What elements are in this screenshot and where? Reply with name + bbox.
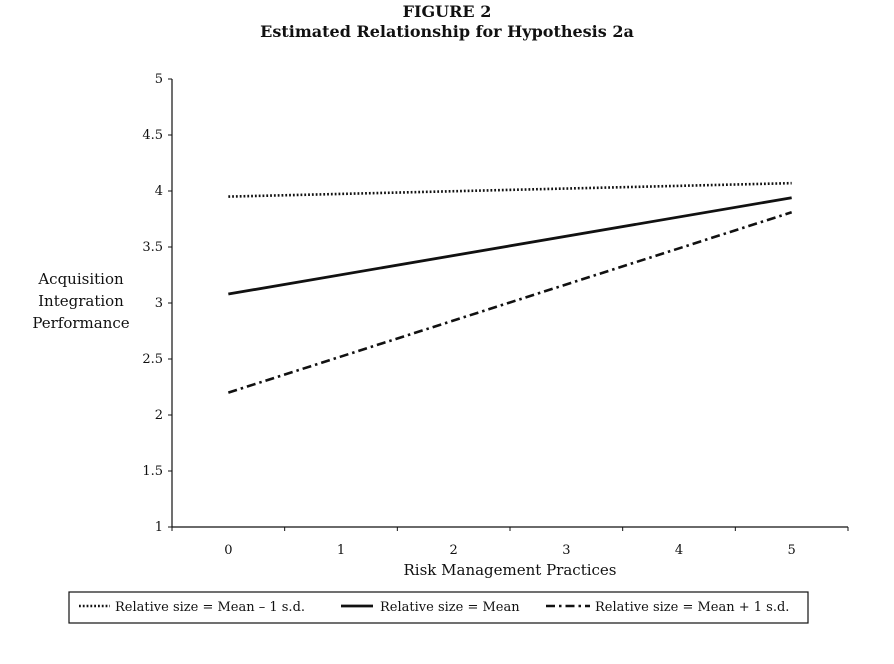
x-tick-label: 1 (337, 543, 345, 558)
y-tick-label: 4 (155, 184, 163, 199)
x-tick-label: 2 (450, 543, 458, 558)
legend: Relative size = Mean – 1 s.d. Relative si… (68, 591, 809, 624)
y-tick-label: 1.5 (142, 464, 163, 479)
y-axis-title-line: Performance (32, 314, 129, 332)
x-tick-label: 0 (224, 543, 232, 558)
x-tick-label: 5 (788, 543, 796, 558)
legend-label-3: Relative size = Mean + 1 s.d. (595, 600, 789, 615)
x-tick-label: 3 (562, 543, 570, 558)
y-axis-title-line: Acquisition (37, 270, 124, 288)
axes: 1 1.5 2 2.5 3 3.5 4 4.5 5 0 1 2 3 4 5 (142, 72, 849, 558)
y-tick-label: 3.5 (142, 240, 163, 255)
legend-label-2: Relative size = Mean (380, 600, 520, 615)
legend-box (68, 591, 809, 624)
series-line-2 (228, 196, 792, 296)
y-axis-title-line: Integration (38, 292, 124, 310)
x-tick-label: 4 (675, 543, 683, 558)
axis-titles: Risk Management Practices Acquisition Inte… (32, 270, 616, 579)
y-tick-label: 1 (155, 520, 163, 535)
y-tick-label: 5 (155, 72, 163, 87)
y-tick-label: 2.5 (142, 352, 163, 367)
series-line-3 (227, 211, 793, 394)
x-axis-title: Risk Management Practices (404, 561, 617, 579)
series-lines (227, 181, 793, 394)
series-line-1 (228, 181, 792, 198)
y-tick-label: 2 (155, 408, 163, 423)
y-tick-label: 4.5 (142, 128, 163, 143)
legend-label-1: Relative size = Mean – 1 s.d. (115, 600, 305, 615)
figure-label: FIGURE 2 (402, 2, 492, 21)
y-tick-label: 3 (155, 296, 163, 311)
figure-title: Estimated Relationship for Hypothesis 2a (260, 22, 634, 41)
